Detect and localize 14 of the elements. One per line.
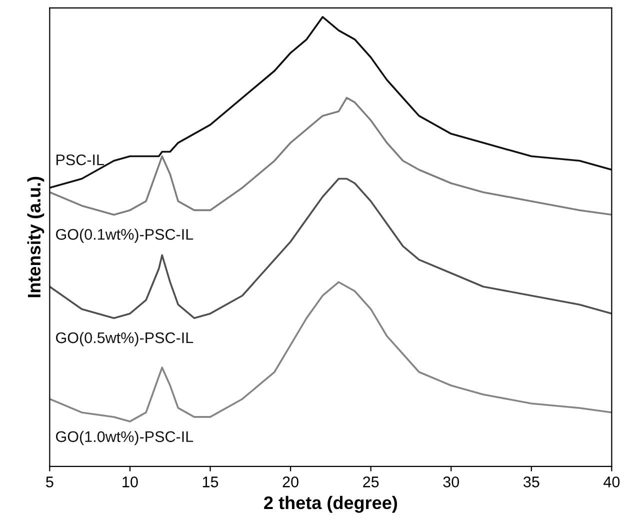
x-tick-label: 40 [604,476,620,488]
x-tick-label: 20 [282,476,298,488]
x-tick-label: 25 [363,476,379,488]
x-tick-label: 10 [122,476,138,488]
series-label: GO(0.1wt%)-PSC-IL [56,228,194,243]
x-tick-label: 35 [523,476,540,488]
x-tick-label: 30 [443,476,460,488]
series-label: PSC-IL [56,154,104,166]
y-axis-title: Intensity (a.u.) [27,176,44,298]
x-tick-label: 15 [202,476,218,488]
x-axis-title: 2 theta (degree) [264,496,398,513]
series-label: GO(0.5wt%)-PSC-IL [56,332,194,346]
x-tick-label: 5 [46,476,54,488]
series-label: GO(1.0wt%)-PSC-IL [56,430,194,446]
